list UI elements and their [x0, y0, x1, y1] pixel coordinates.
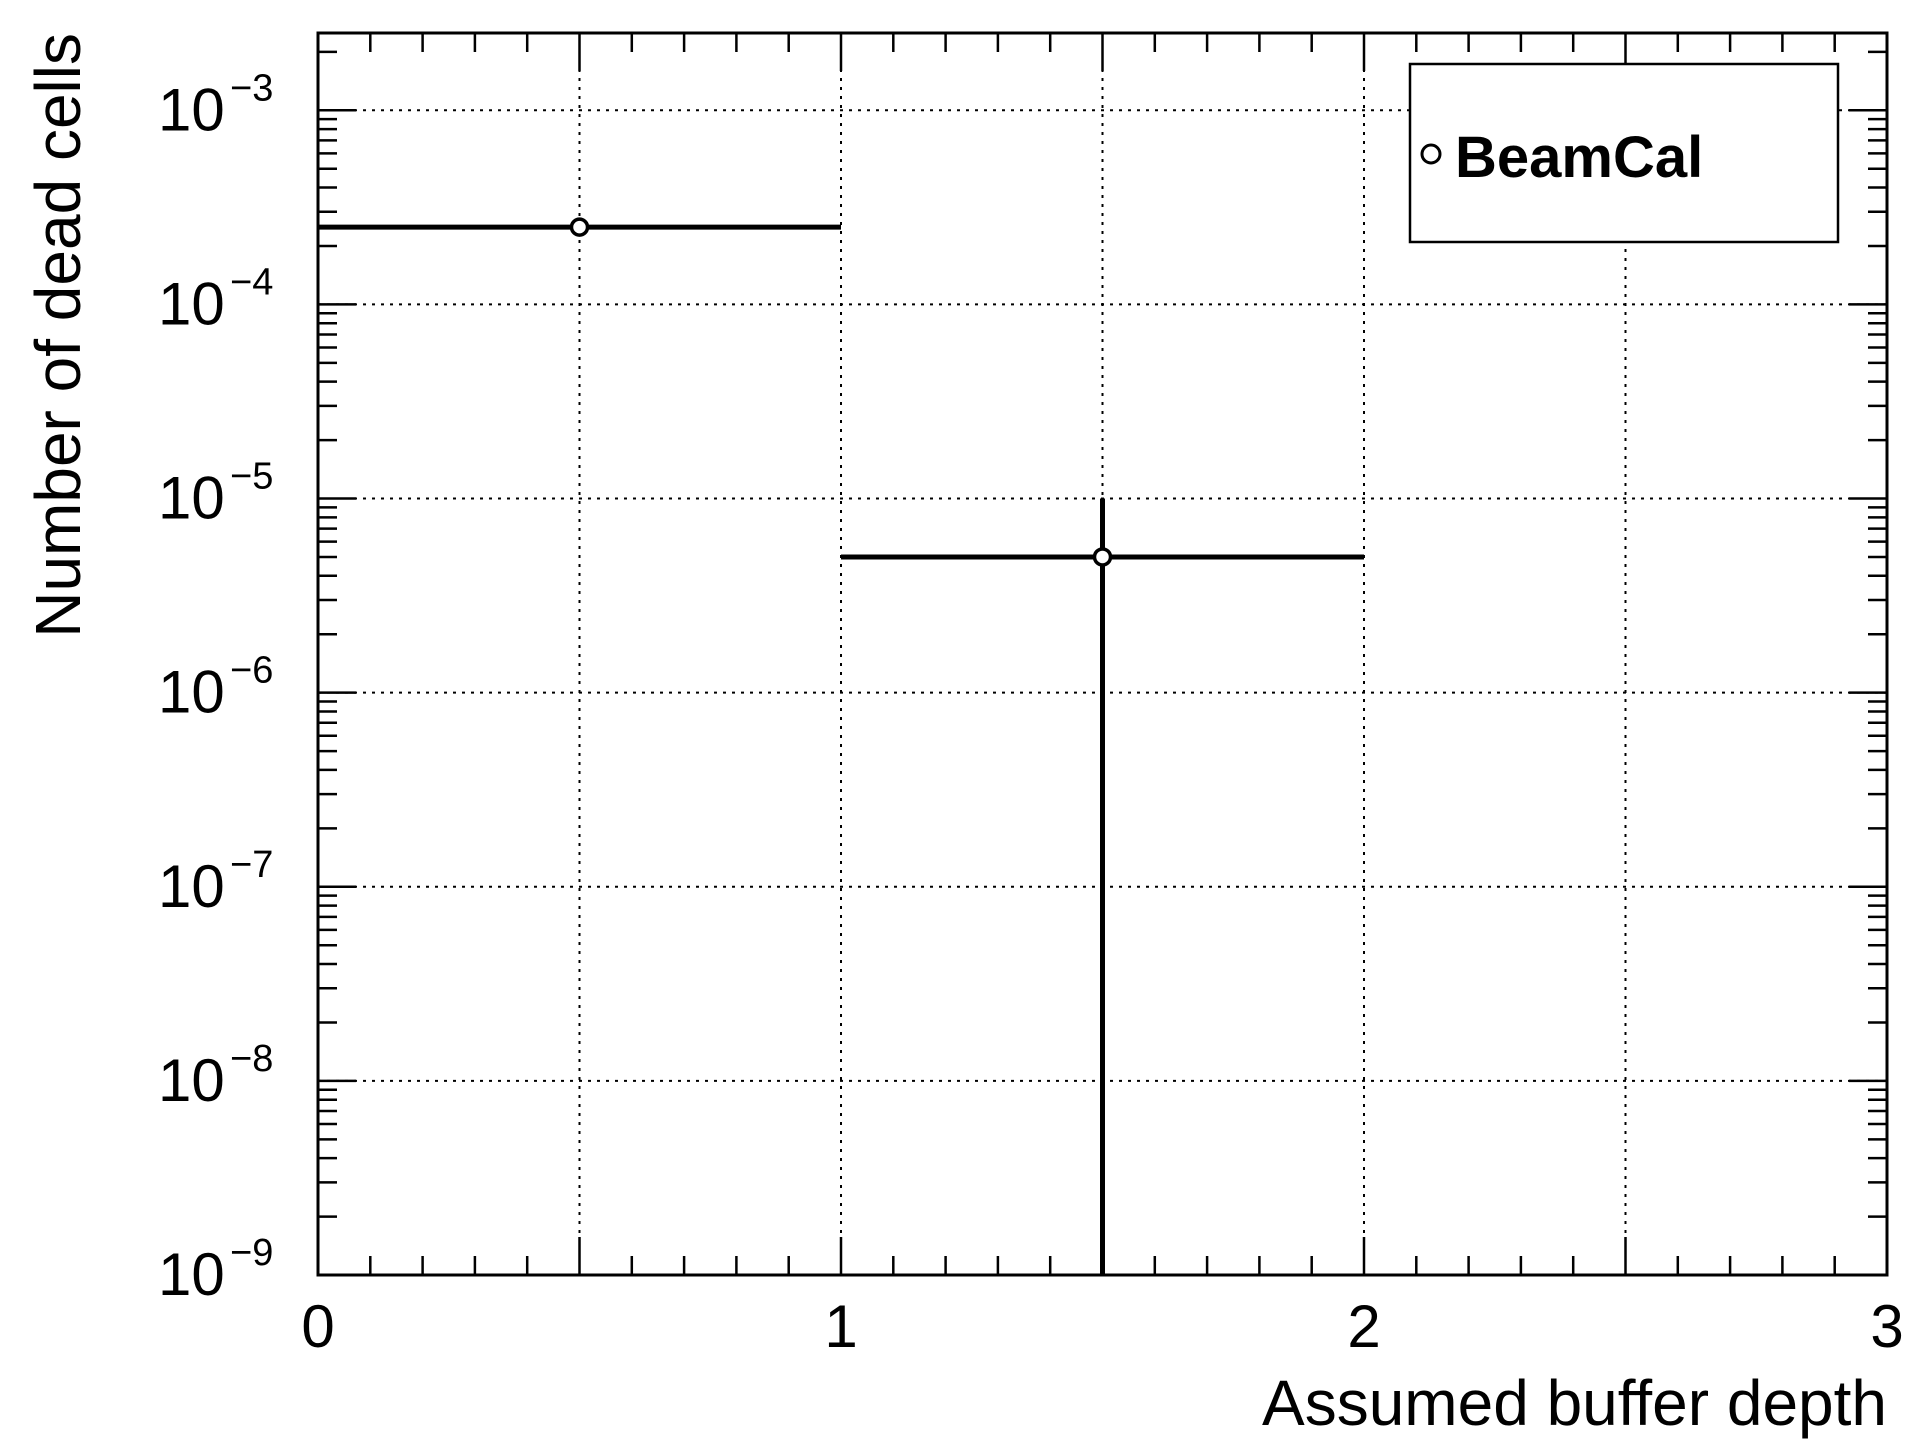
y-tick-label: 10: [158, 465, 225, 532]
x-tick-label: 0: [301, 1293, 334, 1360]
y-tick-label: 10: [158, 1241, 225, 1308]
legend-box: [1408, 62, 1840, 244]
y-tick-label: 10: [158, 76, 225, 143]
data-point: [1092, 547, 1113, 567]
y-tick-label-exponent: −3: [230, 67, 273, 109]
legend: BeamCal: [1408, 62, 1840, 244]
x-tick-label: 1: [824, 1293, 857, 1360]
legend-label-beamcal: BeamCal: [1455, 125, 1703, 190]
data-series: [318, 217, 1364, 1275]
x-tick-label: 2: [1347, 1293, 1380, 1360]
y-tick-label: 10: [158, 270, 225, 337]
x-axis-title: Assumed buffer depth: [1262, 1367, 1887, 1439]
y-axis-title: Number of dead cells: [22, 33, 94, 638]
data-point: [569, 217, 590, 237]
y-tick-label-exponent: −9: [230, 1232, 273, 1274]
y-tick-label-exponent: −5: [230, 456, 273, 498]
y-tick-label-exponent: −4: [230, 261, 273, 303]
x-tick-label: 3: [1870, 1293, 1903, 1360]
tick-labels: 0 1 2 310−910−810−710−610−510−410−3: [158, 67, 1904, 1360]
y-tick-label: 10: [158, 1047, 225, 1114]
y-tick-label-exponent: −8: [230, 1038, 273, 1080]
y-tick-label-exponent: −6: [230, 650, 273, 692]
y-tick-label: 10: [158, 659, 225, 726]
y-tick-label: 10: [158, 853, 225, 920]
legend-marker-beamcal: [1420, 143, 1442, 165]
y-tick-label-exponent: −7: [230, 844, 273, 886]
